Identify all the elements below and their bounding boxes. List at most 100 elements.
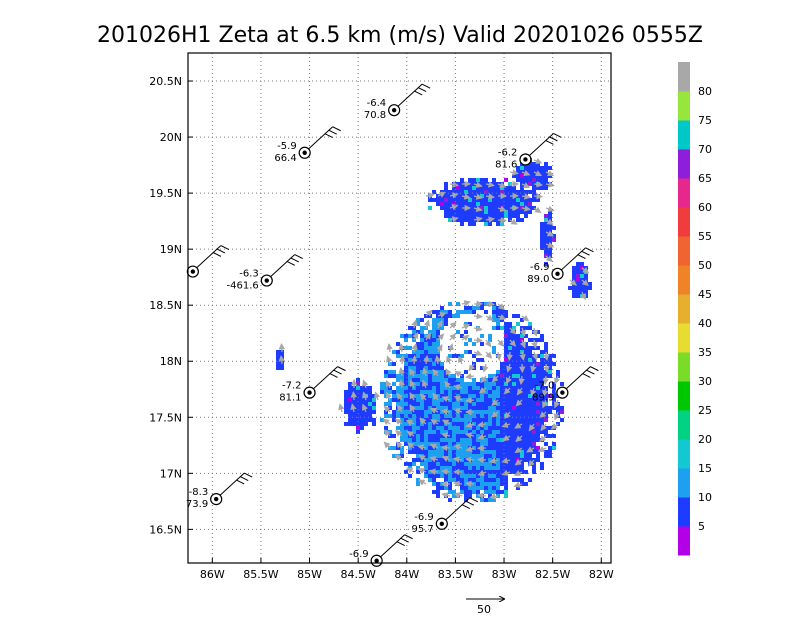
radar-cell	[420, 406, 424, 410]
radar-cell	[456, 206, 460, 210]
radar-cell	[544, 346, 548, 350]
radar-cell	[480, 426, 484, 430]
radar-cell	[348, 402, 352, 406]
radar-cell	[492, 442, 496, 446]
wind-vector	[450, 334, 455, 340]
radar-cell	[548, 374, 552, 378]
radar-cell	[500, 210, 504, 214]
radar-cell	[520, 442, 524, 446]
wind-barb-flag	[470, 498, 478, 502]
radar-cell	[424, 418, 428, 422]
radar-cell	[516, 386, 520, 390]
radar-cell	[380, 390, 384, 394]
wind-barb-flag	[213, 252, 221, 256]
radar-cell	[440, 426, 444, 430]
radar-cell	[460, 378, 464, 382]
wind-vector	[510, 220, 517, 224]
station-marker: -8.373.9	[186, 473, 252, 510]
radar-cell	[492, 186, 496, 190]
radar-cell	[536, 422, 540, 426]
radar-cell	[440, 422, 444, 426]
radar-cell	[344, 394, 348, 398]
radar-cell	[524, 354, 528, 358]
radar-cell	[404, 362, 408, 366]
wind-vector	[389, 344, 390, 352]
radar-cell	[520, 454, 524, 458]
station-value-top: -5.9	[277, 141, 297, 152]
radar-cell	[420, 426, 424, 430]
radar-cell	[488, 482, 492, 486]
radar-cell	[464, 382, 468, 386]
radar-cell	[412, 402, 416, 406]
radar-cell	[524, 210, 528, 214]
radar-cell	[396, 342, 400, 346]
radar-cell	[480, 178, 484, 182]
radar-cell	[428, 354, 432, 358]
radar-cell	[500, 366, 504, 370]
radar-cell	[448, 214, 452, 218]
radar-cell	[492, 478, 496, 482]
radar-cell	[412, 462, 416, 466]
radar-cell	[408, 346, 412, 350]
radar-cell	[408, 474, 412, 478]
radar-cell	[476, 418, 480, 422]
radar-cell	[544, 406, 548, 410]
radar-cell	[464, 218, 468, 222]
radar-cell	[460, 186, 464, 190]
radar-cell	[496, 318, 500, 322]
radar-cell	[448, 402, 452, 406]
radar-cell	[500, 422, 504, 426]
radar-cell	[468, 222, 472, 226]
radar-cell	[528, 478, 532, 482]
radar-cell	[516, 378, 520, 382]
radar-cell	[460, 210, 464, 214]
radar-cell	[544, 226, 548, 230]
station-marker: -7.281.1	[279, 367, 345, 404]
radar-cell	[444, 486, 448, 490]
radar-cell	[504, 214, 508, 218]
radar-cell	[480, 186, 484, 190]
radar-cell	[432, 342, 436, 346]
radar-cell	[476, 214, 480, 218]
radar-cell	[372, 394, 376, 398]
wind-vector	[486, 304, 494, 305]
wind-barb-flag	[582, 373, 590, 377]
radar-cell	[488, 446, 492, 450]
wind-vector	[478, 459, 486, 460]
radar-cell	[440, 370, 444, 374]
colorbar-label: 65	[698, 172, 712, 185]
radar-cell	[540, 242, 544, 246]
radar-cell	[468, 210, 472, 214]
radar-cell	[516, 198, 520, 202]
radar-cell	[508, 210, 512, 214]
radar-cell	[448, 198, 452, 202]
radar-cell	[504, 386, 508, 390]
radar-cell	[432, 310, 436, 314]
radar-cell	[464, 442, 468, 446]
radar-cell	[544, 178, 548, 182]
radar-cell	[460, 382, 464, 386]
radar-cell	[432, 198, 436, 202]
radar-cell	[488, 398, 492, 402]
radar-cell	[496, 382, 500, 386]
radar-cell	[500, 198, 504, 202]
radar-cell	[540, 166, 544, 170]
radar-cell	[464, 438, 468, 442]
radar-cell	[460, 466, 464, 470]
radar-cell	[532, 462, 536, 466]
radar-cell	[456, 314, 460, 318]
radar-cell	[352, 422, 356, 426]
radar-cell	[432, 326, 436, 330]
radar-cell	[492, 178, 496, 182]
radar-cell	[476, 402, 480, 406]
wind-barb-flag	[334, 370, 342, 374]
plot-frame	[188, 53, 611, 563]
radar-cell	[436, 462, 440, 466]
radar-cell	[444, 374, 448, 378]
radar-cell	[444, 186, 448, 190]
radar-cell	[492, 406, 496, 410]
station-marker: -6.470.8	[364, 84, 430, 121]
radar-cell	[396, 374, 400, 378]
radar-cell	[544, 214, 548, 218]
radar-cell	[504, 446, 508, 450]
